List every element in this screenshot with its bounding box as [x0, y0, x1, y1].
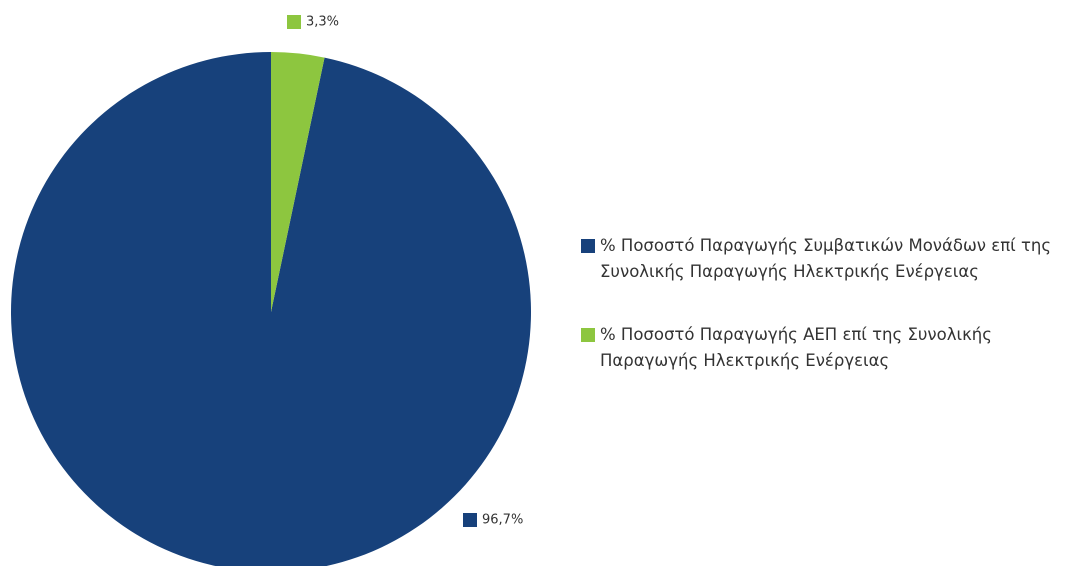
legend-label: % Ποσοστό Παραγωγής ΑΕΠ επί της Συνολική…: [600, 325, 992, 370]
label-swatch: [463, 513, 477, 527]
legend-entry: % Ποσοστό Παραγωγής Συμβατικών Μονάδων ε…: [581, 233, 1081, 285]
legend-label: % Ποσοστό Παραγωγής Συμβατικών Μονάδων ε…: [600, 236, 1052, 281]
legend: % Ποσοστό Παραγωγής Συμβατικών Μονάδων ε…: [581, 233, 1081, 411]
label-swatch: [287, 15, 301, 29]
legend-entry: % Ποσοστό Παραγωγής ΑΕΠ επί της Συνολική…: [581, 322, 1081, 374]
data-label: 3,3%: [306, 15, 339, 30]
pie-slice: [11, 52, 531, 566]
pie-slice: [271, 52, 325, 312]
legend-swatch: [581, 239, 595, 253]
legend-swatch: [581, 328, 595, 342]
data-label: 96,7%: [482, 513, 523, 528]
